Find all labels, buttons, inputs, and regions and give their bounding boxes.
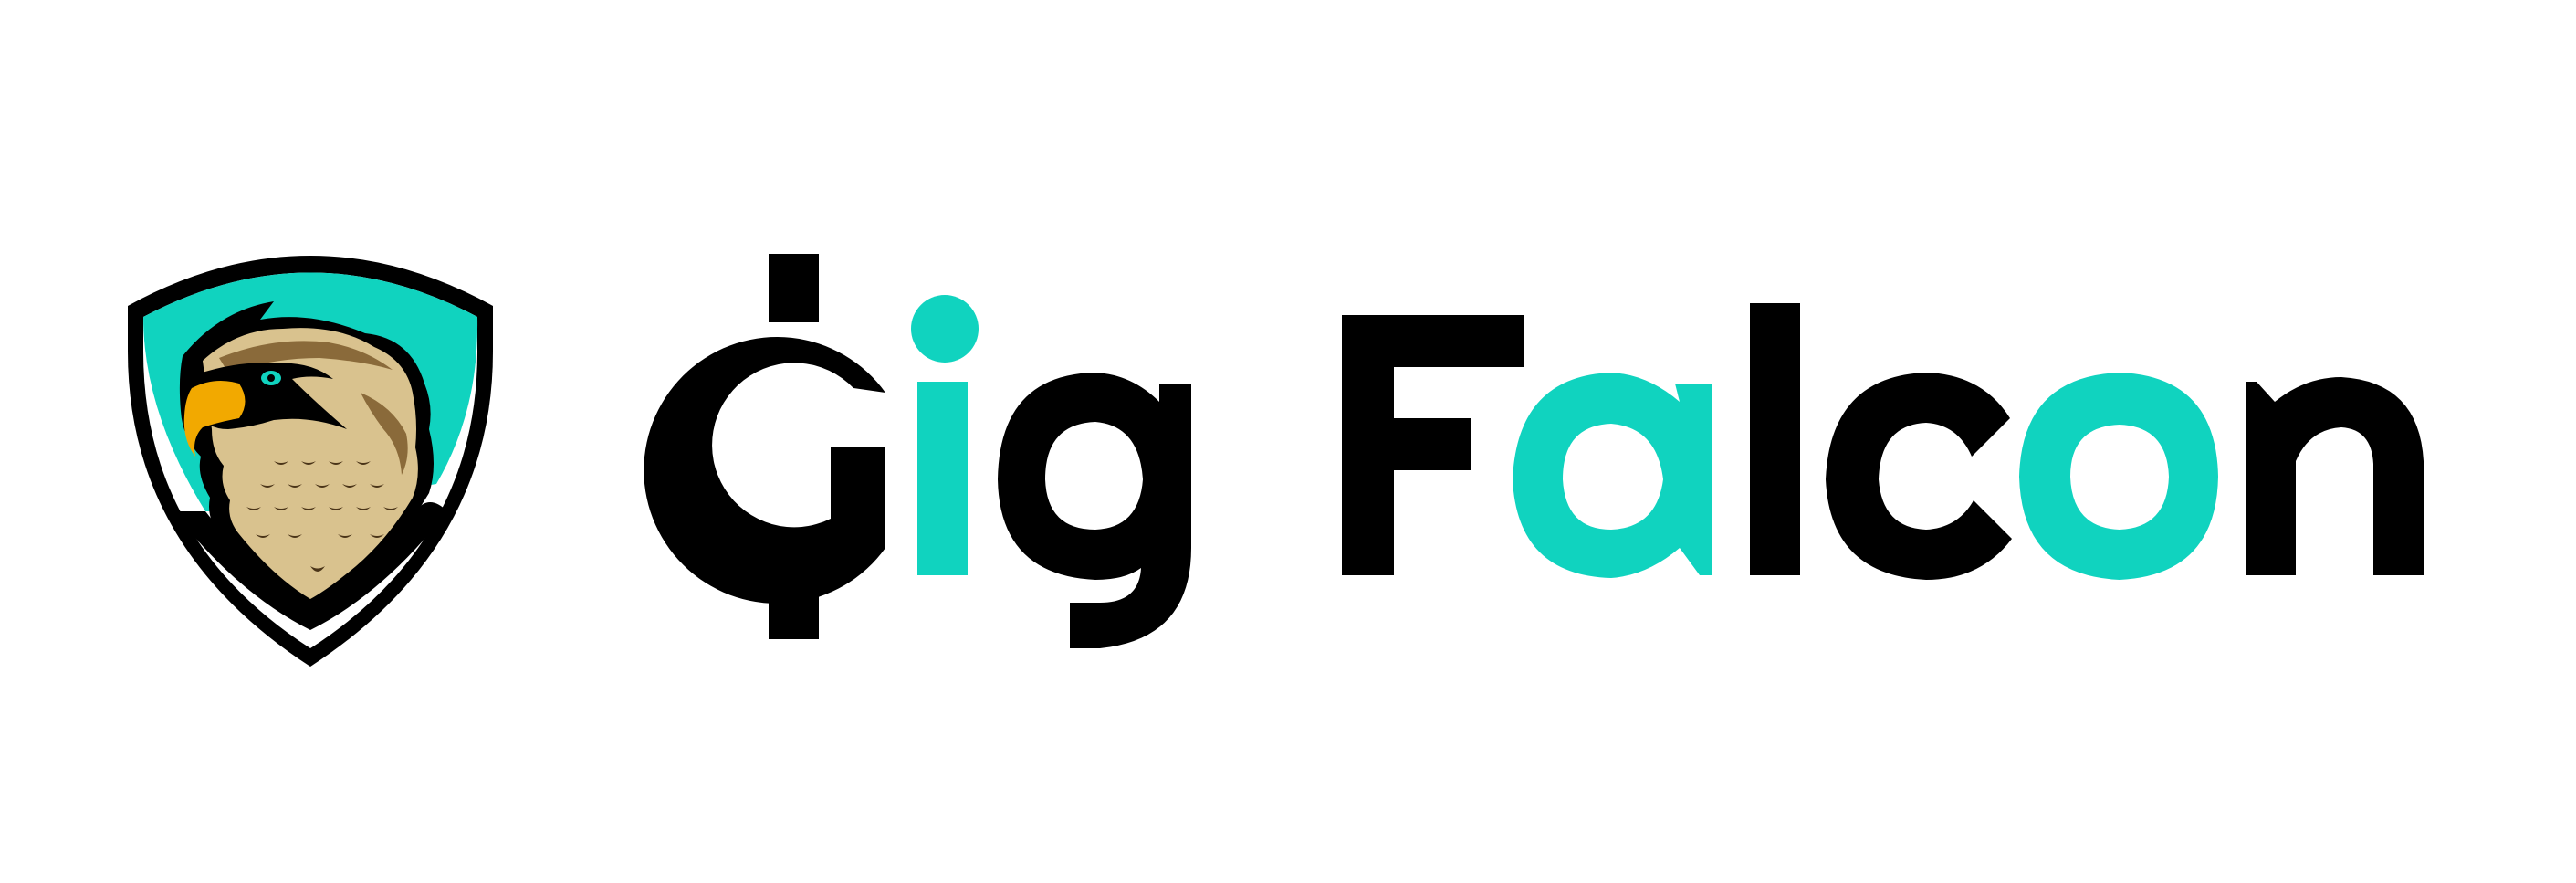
wordmark-letter-n xyxy=(2246,377,2424,575)
wordmark-letter-c xyxy=(1826,373,2012,580)
wordmark-letter-o xyxy=(2019,373,2218,580)
wordmark-letter-g-upper xyxy=(644,254,885,639)
wordmark-letter-i xyxy=(911,295,979,575)
wordmark-letter-g xyxy=(998,373,1191,648)
brand-wordmark xyxy=(644,254,2424,648)
falcon-feather-marks xyxy=(246,461,398,572)
wordmark-letter-a xyxy=(1513,373,1712,578)
wordmark-letter-f xyxy=(1342,315,1524,575)
wordmark-letter-l xyxy=(1750,303,1800,575)
shield-inner-stripe xyxy=(173,502,447,630)
falcon-shield-icon xyxy=(128,256,493,667)
falcon-pupil xyxy=(267,374,275,382)
falcon-brown-shading-2 xyxy=(361,393,408,475)
falcon-brown-shading xyxy=(219,341,393,373)
falcon-beak xyxy=(183,380,246,457)
